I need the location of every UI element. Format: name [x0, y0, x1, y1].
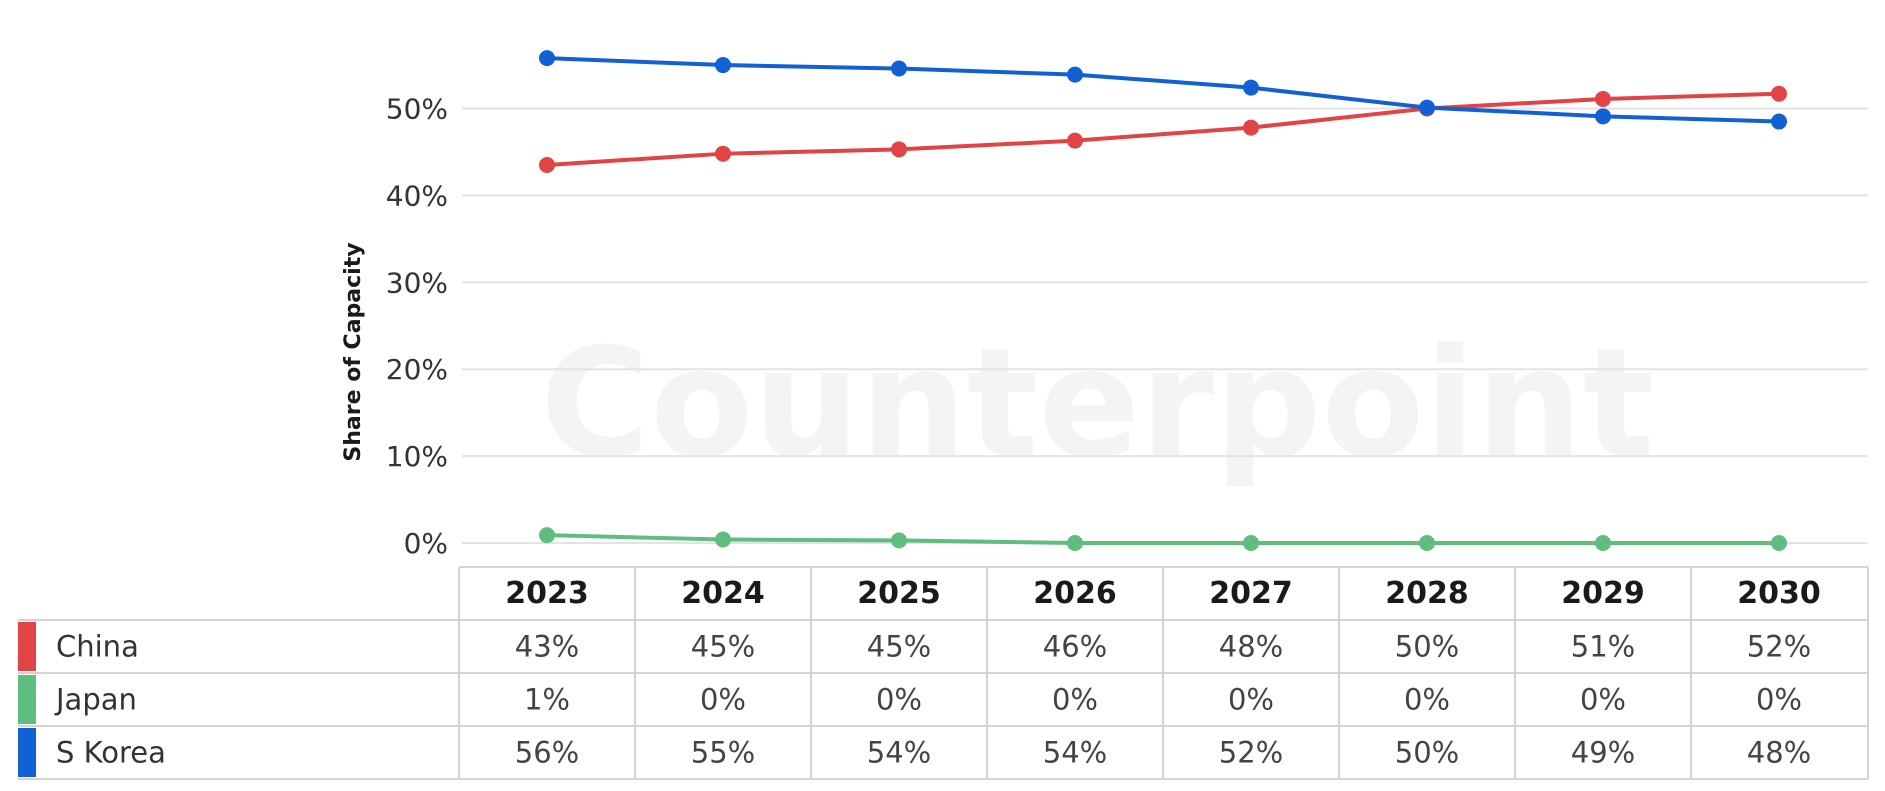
data-point-japan [1595, 535, 1611, 551]
data-label-china: 50% [1395, 630, 1459, 664]
data-label-china: 45% [867, 630, 931, 664]
data-label-japan: 0% [876, 683, 922, 717]
x-tick-label: 2023 [505, 576, 589, 611]
data-point-china [1595, 90, 1611, 107]
data-point-s-korea [1771, 113, 1787, 130]
series-line-japan [546, 533, 1779, 545]
data-label-s-korea: 54% [867, 736, 931, 770]
data-point-s-korea [891, 60, 907, 77]
data-point-s-korea [1419, 99, 1435, 116]
data-point-china [539, 156, 555, 173]
data-label-s-korea: 49% [1571, 736, 1635, 770]
x-tick-label: 2025 [857, 576, 941, 611]
data-label-s-korea: 54% [1043, 736, 1107, 770]
data-point-japan [1419, 535, 1435, 551]
y-tick-label: 0% [404, 527, 448, 560]
x-tick-label: 2028 [1385, 576, 1469, 611]
data-label-china: 51% [1571, 630, 1635, 664]
data-label-s-korea: 52% [1219, 736, 1283, 770]
y-tick-label: 20% [386, 353, 448, 386]
data-point-s-korea [715, 57, 731, 74]
legend-label-china: China [56, 630, 139, 664]
data-point-japan [1067, 535, 1083, 551]
data-label-japan: 0% [1404, 683, 1450, 717]
data-label-japan: 1% [524, 683, 570, 717]
data-label-s-korea: 55% [691, 736, 755, 770]
y-tick-label: 30% [386, 266, 448, 299]
data-point-china [1243, 119, 1259, 136]
series-group [539, 50, 1787, 551]
data-label-china: 45% [691, 630, 755, 664]
series-line-china [546, 91, 1780, 167]
legend-swatch-s-korea [18, 728, 36, 777]
data-point-s-korea [1243, 79, 1259, 96]
data-point-s-korea [539, 50, 555, 67]
data-label-s-korea: 56% [515, 736, 579, 770]
data-label-china: 52% [1747, 630, 1811, 664]
series-line-s-korea [546, 56, 1780, 124]
legend-swatch-japan [18, 675, 36, 724]
data-label-s-korea: 48% [1747, 736, 1811, 770]
x-tick-label: 2027 [1209, 576, 1293, 611]
data-label-china: 43% [515, 630, 579, 664]
data-table: 2023 2024 2025 2026 2027 2028 2029 2030 China 43%… [18, 566, 1869, 780]
data-point-japan [891, 532, 907, 549]
legend-label-s-korea: S Korea [56, 736, 166, 770]
watermark: Counterpoint [540, 317, 1654, 491]
data-point-japan [539, 527, 555, 544]
data-label-japan: 0% [1228, 683, 1274, 717]
data-point-s-korea [1067, 66, 1083, 83]
data-label-japan: 0% [700, 683, 746, 717]
data-point-china [1067, 132, 1083, 149]
x-tick-label: 2024 [681, 576, 765, 611]
y-axis-ticks: 0% 10% 20% 30% 40% 50% [386, 93, 448, 561]
y-tick-label: 10% [386, 440, 448, 473]
data-label-japan: 0% [1756, 683, 1802, 717]
data-label-s-korea: 50% [1395, 736, 1459, 770]
data-point-china [891, 141, 907, 158]
x-tick-label: 2026 [1033, 576, 1117, 611]
y-axis-label: Share of Capacity [341, 242, 366, 461]
x-tick-label: 2029 [1561, 576, 1645, 611]
y-tick-label: 40% [386, 179, 448, 212]
legend-label-japan: Japan [54, 683, 137, 717]
data-label-china: 48% [1219, 630, 1283, 664]
data-point-china [715, 145, 731, 162]
data-point-japan [1771, 535, 1787, 551]
data-point-japan [715, 531, 731, 548]
data-point-s-korea [1595, 108, 1611, 125]
data-point-japan [1243, 535, 1259, 551]
data-label-japan: 0% [1580, 683, 1626, 717]
y-tick-label: 50% [386, 93, 448, 126]
data-label-china: 46% [1043, 630, 1107, 664]
legend-swatch-china [18, 622, 36, 671]
data-point-china [1771, 85, 1787, 102]
x-tick-label: 2030 [1737, 576, 1821, 611]
data-label-japan: 0% [1052, 683, 1098, 717]
